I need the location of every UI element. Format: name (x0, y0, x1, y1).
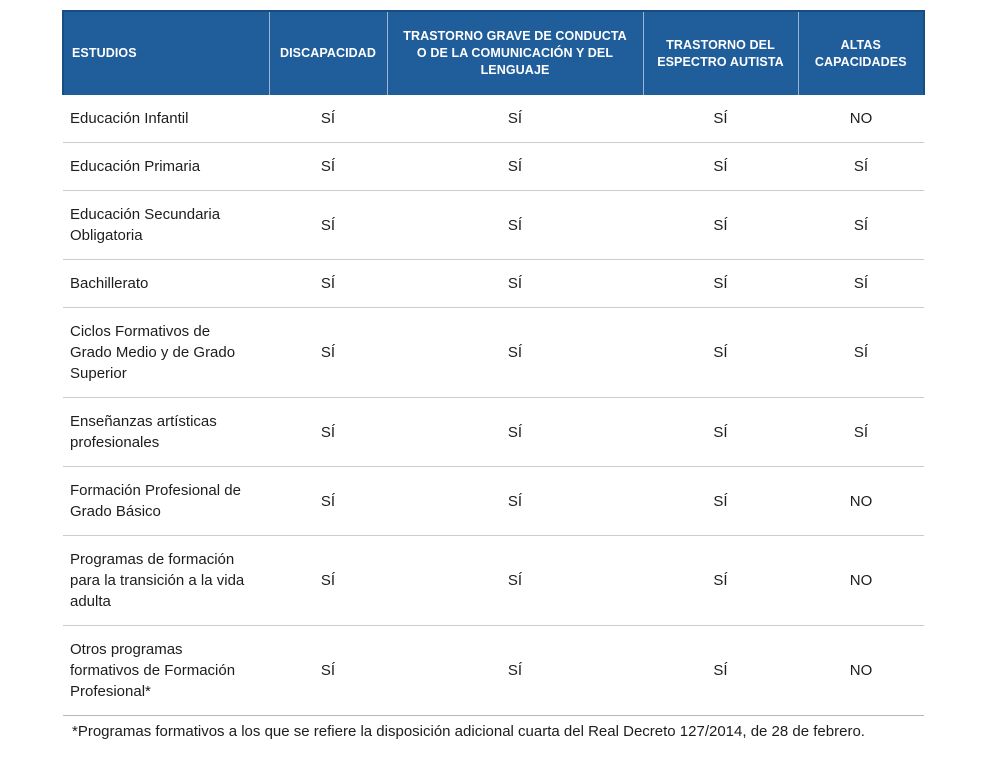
row-label: Educación Infantil (63, 95, 269, 143)
cell-trastorno-conducta: SÍ (387, 466, 643, 536)
row-label: Programas de formación para la transició… (63, 535, 269, 626)
table-row: Formación Profesional de Grado Básico SÍ… (63, 466, 924, 536)
cell-discapacidad: SÍ (269, 307, 387, 398)
cell-discapacidad: SÍ (269, 535, 387, 626)
cell-trastorno-conducta: SÍ (387, 142, 643, 191)
estudios-necesidades-table: ESTUDIOS DISCAPACIDAD TRASTORNO GRAVE DE… (62, 10, 925, 716)
table-row: Ciclos Formativos de Grado Medio y de Gr… (63, 307, 924, 398)
cell-discapacidad: SÍ (269, 625, 387, 716)
table-row: Educación Primaria SÍ SÍ SÍ SÍ (63, 142, 924, 191)
cell-altas-capacidades: SÍ (798, 190, 924, 260)
cell-trastorno-conducta: SÍ (387, 397, 643, 467)
row-label: Formación Profesional de Grado Básico (63, 466, 269, 536)
cell-espectro-autista: SÍ (643, 190, 798, 260)
cell-discapacidad: SÍ (269, 466, 387, 536)
cell-discapacidad: SÍ (269, 95, 387, 143)
cell-espectro-autista: SÍ (643, 142, 798, 191)
table-header: ESTUDIOS DISCAPACIDAD TRASTORNO GRAVE DE… (62, 10, 925, 95)
row-label: Educación Secundaria Obligatoria (63, 190, 269, 260)
row-label: Otros programas formativos de Formación … (63, 625, 269, 716)
table-body: Educación Infantil SÍ SÍ SÍ NO Educación… (63, 95, 924, 716)
row-label: Ciclos Formativos de Grado Medio y de Gr… (63, 307, 269, 398)
table-row: Otros programas formativos de Formación … (63, 625, 924, 716)
table-row: Enseñanzas artísticas profesionales SÍ S… (63, 397, 924, 467)
row-label: Educación Primaria (63, 142, 269, 191)
cell-altas-capacidades: SÍ (798, 142, 924, 191)
cell-trastorno-conducta: SÍ (387, 259, 643, 308)
cell-espectro-autista: SÍ (643, 625, 798, 716)
row-label: Enseñanzas artísticas profesionales (63, 397, 269, 467)
table-row: Educación Infantil SÍ SÍ SÍ NO (63, 95, 924, 143)
table-row: Programas de formación para la transició… (63, 535, 924, 626)
cell-altas-capacidades: SÍ (798, 307, 924, 398)
col-header-trastorno-conducta: TRASTORNO GRAVE DE CONDUCTA O DE LA COMU… (386, 10, 643, 95)
cell-espectro-autista: SÍ (643, 397, 798, 467)
cell-espectro-autista: SÍ (643, 466, 798, 536)
cell-trastorno-conducta: SÍ (387, 625, 643, 716)
cell-discapacidad: SÍ (269, 397, 387, 467)
header-row: ESTUDIOS DISCAPACIDAD TRASTORNO GRAVE DE… (62, 10, 925, 95)
table-footnote: *Programas formativos a los que se refie… (72, 723, 865, 740)
cell-discapacidad: SÍ (269, 142, 387, 191)
cell-trastorno-conducta: SÍ (387, 95, 643, 143)
estudios-table-container: ESTUDIOS DISCAPACIDAD TRASTORNO GRAVE DE… (62, 10, 925, 716)
cell-trastorno-conducta: SÍ (387, 190, 643, 260)
cell-discapacidad: SÍ (269, 259, 387, 308)
col-header-espectro-autista: TRASTORNO DEL ESPECTRO AUTISTA (642, 10, 798, 95)
col-header-estudios: ESTUDIOS (62, 10, 269, 95)
table-row: Educación Secundaria Obligatoria SÍ SÍ S… (63, 190, 924, 260)
cell-altas-capacidades: SÍ (798, 259, 924, 308)
cell-altas-capacidades: NO (798, 466, 924, 536)
cell-trastorno-conducta: SÍ (387, 307, 643, 398)
cell-altas-capacidades: NO (798, 535, 924, 626)
cell-espectro-autista: SÍ (643, 95, 798, 143)
cell-altas-capacidades: NO (798, 625, 924, 716)
col-header-altas-capacidades: ALTAS CAPACIDADES (797, 10, 925, 95)
cell-altas-capacidades: SÍ (798, 397, 924, 467)
row-label: Bachillerato (63, 259, 269, 308)
cell-espectro-autista: SÍ (643, 535, 798, 626)
cell-espectro-autista: SÍ (643, 259, 798, 308)
cell-discapacidad: SÍ (269, 190, 387, 260)
cell-espectro-autista: SÍ (643, 307, 798, 398)
table-row: Bachillerato SÍ SÍ SÍ SÍ (63, 259, 924, 308)
cell-trastorno-conducta: SÍ (387, 535, 643, 626)
cell-altas-capacidades: NO (798, 95, 924, 143)
col-header-discapacidad: DISCAPACIDAD (268, 10, 387, 95)
